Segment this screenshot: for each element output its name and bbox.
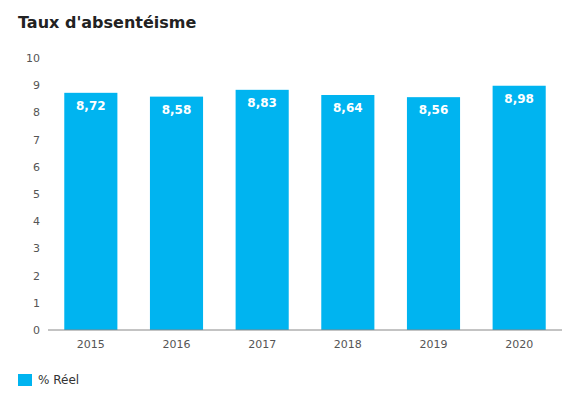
x-tick-label: 2016 [163,338,191,351]
y-tick-label: 0 [33,324,40,337]
y-tick-label: 7 [33,134,40,147]
bar [321,95,374,330]
x-tick-label: 2017 [248,338,276,351]
bar [407,97,460,330]
bars [64,86,545,330]
data-label: 8,64 [333,101,363,115]
y-tick-label: 1 [33,297,40,310]
y-tick-label: 4 [33,215,40,228]
bar [493,86,546,330]
x-tick-label: 2019 [420,338,448,351]
y-tick-label: 9 [33,79,40,92]
bar [64,93,117,330]
data-labels: 8,72 8,58 8,83 8,64 8,56 8,98 [76,92,534,117]
legend-label: % Réel [38,373,79,387]
title: Taux d'absentéisme [18,13,196,32]
bar [150,97,203,330]
x-tick-label: 2020 [505,338,533,351]
y-tick-label: 2 [33,270,40,283]
data-label: 8,72 [76,99,106,113]
y-tick-label: 6 [33,161,40,174]
data-label: 8,58 [162,103,192,117]
legend: % Réel [18,373,79,387]
x-tick-label: 2015 [77,338,105,351]
chart-container: Taux d'absentéisme0123456789108,728,588,… [0,0,580,403]
data-label: 8,98 [504,92,534,106]
data-label: 8,83 [247,96,277,110]
y-tick-label: 3 [33,242,40,255]
x-tick-label: 2018 [334,338,362,351]
chart-svg: Taux d'absentéisme0123456789108,728,588,… [0,0,580,403]
y-tick-label: 10 [26,52,40,65]
y-tick-label: 8 [33,106,40,119]
bar [236,90,289,330]
y-tick-label: 5 [33,188,40,201]
data-label: 8,56 [419,103,449,117]
x-axis-line [48,330,562,331]
legend-swatch [18,374,32,386]
